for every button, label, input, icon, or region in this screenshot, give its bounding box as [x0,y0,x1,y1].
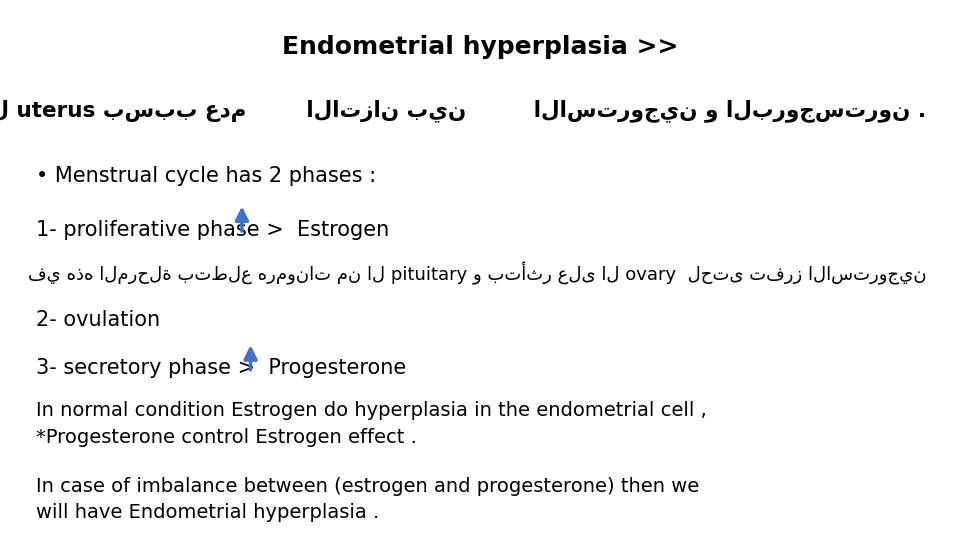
Text: Endometrial hyperplasia >>: Endometrial hyperplasia >> [282,35,678,59]
Text: 3- secretory phase >  Progesterone: 3- secretory phase > Progesterone [36,358,407,379]
Text: في هذه المرحلة بتطلع هرمونات من ال pituitary و بتأثر على ال ovary  لحتى تفرز الا: في هذه المرحلة بتطلع هرمونات من ال pitui… [28,262,926,285]
Text: 2- ovulation: 2- ovulation [36,309,160,330]
Text: In case of imbalance between (estrogen and progesterone) then we
will have Endom: In case of imbalance between (estrogen a… [36,477,700,522]
Text: • Menstrual cycle has 2 phases :: • Menstrual cycle has 2 phases : [36,165,376,186]
Text: 1- proliferative phase >  Estrogen: 1- proliferative phase > Estrogen [36,219,390,240]
Text: مرض يحدث في ال uterus بسبب عدم        الاتزان بين         الاستروجين و البروجستر: مرض يحدث في ال uterus بسبب عدم الاتزان ب… [0,99,926,122]
Text: In normal condition Estrogen do hyperplasia in the endometrial cell ,
*Progester: In normal condition Estrogen do hyperpla… [36,401,708,447]
